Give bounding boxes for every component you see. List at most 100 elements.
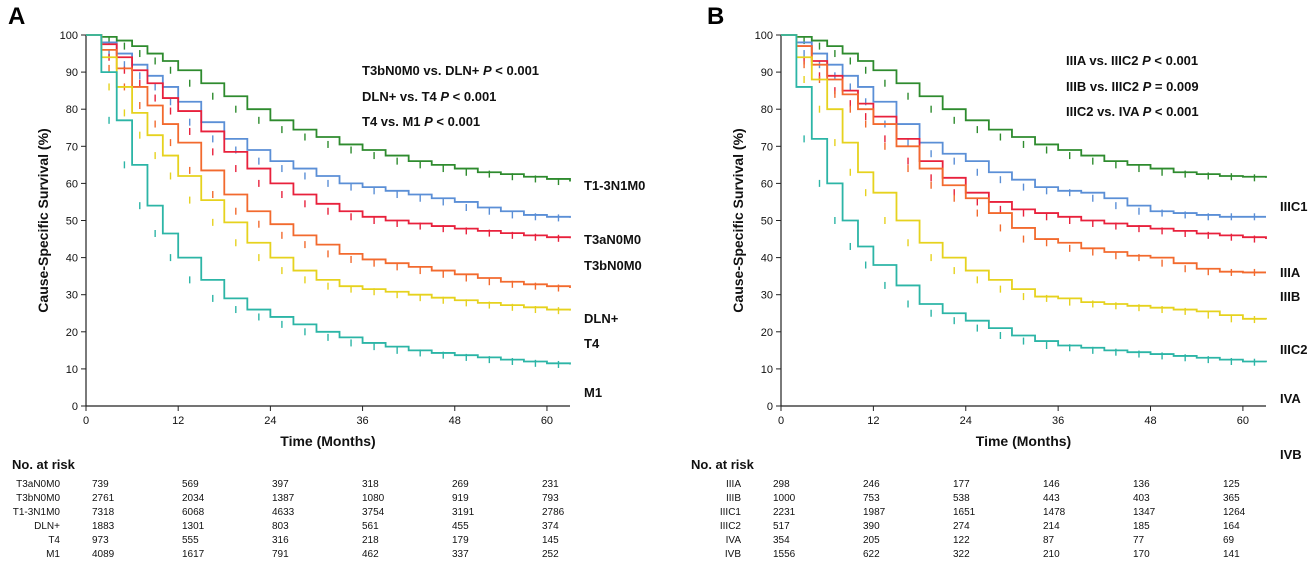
risk-cell-value: 177 xyxy=(953,479,970,490)
risk-cell-value: 1387 xyxy=(272,493,295,504)
series-end-label: IVB xyxy=(1280,447,1302,462)
risk-cell-value: 185 xyxy=(1133,521,1150,532)
x-tick-label: 36 xyxy=(356,415,368,427)
stat-annotation: IIIB vs. IIIC2 P = 0.009 xyxy=(1066,79,1199,94)
x-tick-label: 60 xyxy=(541,415,553,427)
risk-row-label: IVB xyxy=(725,549,741,560)
series-end-label: IIIA xyxy=(1280,265,1301,280)
x-tick-label: 36 xyxy=(1052,415,1064,427)
risk-cell-value: 919 xyxy=(452,493,469,504)
risk-cell-value: 269 xyxy=(452,479,469,490)
risk-cell-value: 214 xyxy=(1043,521,1060,532)
series-end-label: IIIC1 xyxy=(1280,199,1307,214)
risk-row-label: T1-3N1M0 xyxy=(13,507,61,518)
y-tick-label: 70 xyxy=(761,141,773,153)
x-tick-label: 0 xyxy=(83,415,89,427)
risk-cell-value: 397 xyxy=(272,479,289,490)
x-tick-label: 60 xyxy=(1237,415,1249,427)
risk-cell-value: 87 xyxy=(1043,535,1055,546)
y-tick-label: 80 xyxy=(761,104,773,116)
risk-cell-value: 739 xyxy=(92,479,109,490)
series-end-label: IIIB xyxy=(1280,289,1300,304)
risk-row-label: T3bN0M0 xyxy=(16,493,60,504)
risk-cell-value: 316 xyxy=(272,535,289,546)
panel-a: A 0 10 20 30 40 50 60 70 80 90 100 0 12 24 36 48 60 Time (… xyxy=(8,3,645,560)
y-tick-label: 20 xyxy=(66,327,78,339)
y-tick-label: 0 xyxy=(767,401,773,413)
risk-cell-value: 146 xyxy=(1043,479,1060,490)
stat-annotation: T4 vs. M1 P < 0.001 xyxy=(362,114,480,129)
y-tick-label: 30 xyxy=(66,290,78,302)
risk-cell-value: 791 xyxy=(272,549,289,560)
risk-cell-value: 1617 xyxy=(182,549,205,560)
y-axis-title: Cause-Specific Survival (%) xyxy=(35,128,51,312)
risk-cell-value: 205 xyxy=(863,535,880,546)
risk-row-label: M1 xyxy=(46,549,60,560)
risk-cell-value: 125 xyxy=(1223,479,1240,490)
risk-cell-value: 561 xyxy=(362,521,379,532)
risk-cell-value: 246 xyxy=(863,479,880,490)
x-tick-label: 12 xyxy=(172,415,184,427)
risk-cell-value: 1347 xyxy=(1133,507,1156,518)
risk-cell-value: 3754 xyxy=(362,507,385,518)
risk-cell-value: 179 xyxy=(452,535,469,546)
y-tick-label: 40 xyxy=(761,253,773,265)
risk-cell-value: 122 xyxy=(953,535,970,546)
risk-table-title: No. at risk xyxy=(691,457,755,472)
risk-cell-value: 136 xyxy=(1133,479,1150,490)
x-tick-label: 48 xyxy=(1144,415,1156,427)
y-tick-label: 90 xyxy=(66,67,78,79)
risk-cell-value: 7318 xyxy=(92,507,115,518)
y-tick-label: 0 xyxy=(72,401,78,413)
km-chart-a: A 0 10 20 30 40 50 60 70 80 90 100 0 12 24 36 48 60 Time (… xyxy=(8,3,645,560)
risk-row-label: IIIC1 xyxy=(720,507,742,518)
risk-row-label: T3aN0M0 xyxy=(16,479,60,490)
risk-cell-value: 337 xyxy=(452,549,469,560)
risk-cell-value: 318 xyxy=(362,479,379,490)
risk-cell-value: 2034 xyxy=(182,493,205,504)
y-tick-label: 100 xyxy=(60,30,78,42)
series-line-IVB xyxy=(781,34,1267,363)
stat-annotation: IIIC2 vs. IVA P < 0.001 xyxy=(1066,104,1199,119)
risk-cell-value: 274 xyxy=(953,521,970,532)
stat-annotation: T3bN0M0 vs. DLN+ P < 0.001 xyxy=(362,63,539,78)
series-line-T3bN0M0 xyxy=(86,34,571,239)
risk-cell-value: 793 xyxy=(542,493,559,504)
risk-cell-value: 538 xyxy=(953,493,970,504)
risk-cell-value: 69 xyxy=(1223,535,1235,546)
risk-cell-value: 555 xyxy=(182,535,199,546)
series-line-T1-3N1M0 xyxy=(86,34,571,182)
risk-cell-value: 322 xyxy=(953,549,970,560)
risk-cell-value: 298 xyxy=(773,479,790,490)
series-line-T4 xyxy=(86,34,571,311)
risk-cell-value: 231 xyxy=(542,479,559,490)
risk-cell-value: 210 xyxy=(1043,549,1060,560)
x-tick-label: 0 xyxy=(778,415,784,427)
risk-cell-value: 365 xyxy=(1223,493,1240,504)
stat-annotation: IIIA vs. IIIC2 P < 0.001 xyxy=(1066,53,1198,68)
series-end-label: T4 xyxy=(584,336,600,351)
panel-letter: B xyxy=(707,3,724,30)
risk-cell-value: 443 xyxy=(1043,493,1060,504)
risk-cell-value: 1883 xyxy=(92,521,115,532)
risk-cell-value: 1301 xyxy=(182,521,205,532)
y-tick-label: 30 xyxy=(761,290,773,302)
risk-row-label: IVA xyxy=(726,535,742,546)
risk-cell-value: 1000 xyxy=(773,493,796,504)
risk-cell-value: 1080 xyxy=(362,493,385,504)
series-line-IIIA xyxy=(781,34,1266,218)
y-tick-label: 10 xyxy=(761,364,773,376)
risk-cell-value: 390 xyxy=(863,521,880,532)
series-end-label: DLN+ xyxy=(584,311,619,326)
y-tick-label: 70 xyxy=(66,141,78,153)
risk-cell-value: 569 xyxy=(182,479,199,490)
y-tick-label: 100 xyxy=(755,30,773,42)
risk-cell-value: 455 xyxy=(452,521,469,532)
y-tick-label: 40 xyxy=(66,253,78,265)
series-end-label: M1 xyxy=(584,385,602,400)
risk-cell-value: 462 xyxy=(362,549,379,560)
series-end-label: IIIC2 xyxy=(1280,342,1307,357)
x-tick-label: 48 xyxy=(449,415,461,427)
risk-cell-value: 1478 xyxy=(1043,507,1066,518)
